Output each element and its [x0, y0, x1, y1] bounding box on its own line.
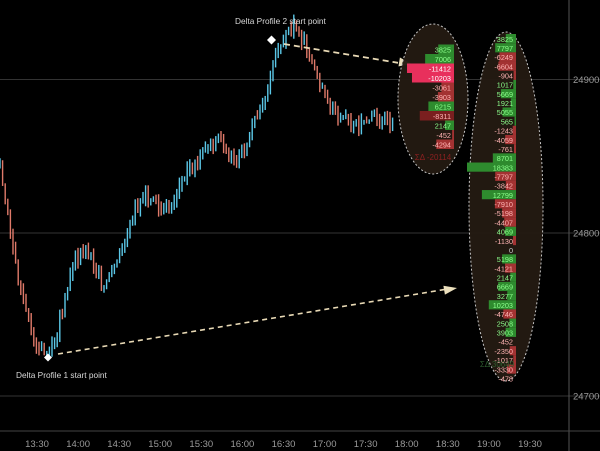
svg-text:3825: 3825 — [435, 45, 451, 54]
svg-text:5198: 5198 — [497, 255, 513, 264]
svg-text:-6249: -6249 — [494, 53, 513, 62]
svg-text:-4407: -4407 — [494, 218, 513, 227]
svg-text:-3061: -3061 — [432, 83, 451, 92]
svg-text:8701: 8701 — [497, 154, 513, 163]
svg-text:-452: -452 — [436, 131, 451, 140]
svg-text:3903: 3903 — [497, 329, 513, 338]
svg-text:16:00: 16:00 — [231, 439, 255, 450]
svg-text:ΣΔ -20114: ΣΔ -20114 — [415, 153, 452, 162]
svg-text:12799: 12799 — [493, 191, 513, 200]
svg-text:18:00: 18:00 — [395, 439, 419, 450]
svg-text:Delta Profile 2 start point: Delta Profile 2 start point — [235, 16, 327, 26]
svg-text:4069: 4069 — [497, 228, 513, 237]
svg-text:-452: -452 — [498, 338, 513, 347]
svg-text:-7910: -7910 — [494, 200, 513, 209]
svg-text:-3842: -3842 — [494, 182, 513, 191]
svg-text:5669: 5669 — [497, 90, 513, 99]
svg-text:19:00: 19:00 — [477, 439, 501, 450]
svg-text:-4121: -4121 — [494, 264, 513, 273]
svg-text:7797: 7797 — [497, 44, 513, 53]
svg-text:17:00: 17:00 — [313, 439, 337, 450]
svg-text:-11412: -11412 — [429, 64, 451, 73]
svg-text:18383: 18383 — [493, 163, 513, 172]
svg-text:0: 0 — [509, 246, 513, 255]
svg-text:16:30: 16:30 — [272, 439, 296, 450]
svg-text:18:30: 18:30 — [436, 439, 460, 450]
svg-text:6215: 6215 — [435, 102, 451, 111]
svg-text:ΣΔ 30649: ΣΔ 30649 — [480, 360, 515, 369]
svg-text:Delta Profile 1 start point: Delta Profile 1 start point — [16, 370, 108, 380]
svg-text:-904: -904 — [498, 72, 513, 81]
svg-text:1017: 1017 — [497, 81, 513, 90]
svg-text:6669: 6669 — [497, 283, 513, 292]
svg-text:-7797: -7797 — [494, 172, 513, 181]
svg-text:-3903: -3903 — [432, 93, 451, 102]
svg-text:-1243: -1243 — [494, 127, 513, 136]
svg-text:15:00: 15:00 — [148, 439, 172, 450]
svg-text:24900.: 24900. — [573, 75, 600, 86]
svg-text:-4059: -4059 — [494, 136, 513, 145]
svg-text:-4746: -4746 — [494, 310, 513, 319]
svg-text:1921: 1921 — [497, 99, 513, 108]
svg-text:-4294: -4294 — [432, 140, 451, 149]
svg-text:2508: 2508 — [497, 319, 513, 328]
svg-text:13:30: 13:30 — [25, 439, 49, 450]
svg-text:-5198: -5198 — [494, 209, 513, 218]
svg-text:-478: -478 — [498, 374, 513, 383]
svg-text:-1130: -1130 — [495, 237, 513, 246]
svg-text:-10203: -10203 — [428, 74, 451, 83]
svg-text:565: 565 — [501, 117, 513, 126]
svg-text:10203: 10203 — [493, 301, 513, 310]
svg-text:24800.: 24800. — [573, 229, 600, 240]
svg-text:24700.: 24700. — [573, 392, 600, 403]
svg-text:-2350: -2350 — [494, 347, 513, 356]
svg-text:3825: 3825 — [497, 35, 513, 44]
svg-text:-761: -761 — [498, 145, 513, 154]
svg-text:-6604: -6604 — [494, 62, 513, 71]
svg-text:2147: 2147 — [497, 273, 513, 282]
svg-text:-8311: -8311 — [433, 112, 451, 121]
svg-text:2147: 2147 — [435, 121, 451, 130]
svg-text:15:30: 15:30 — [189, 439, 213, 450]
svg-text:14:30: 14:30 — [107, 439, 131, 450]
svg-text:5055: 5055 — [497, 108, 513, 117]
svg-text:3277: 3277 — [497, 292, 513, 301]
svg-text:14:00: 14:00 — [66, 439, 90, 450]
svg-text:17:30: 17:30 — [354, 439, 378, 450]
svg-text:19:30: 19:30 — [518, 439, 542, 450]
svg-text:7006: 7006 — [435, 55, 451, 64]
